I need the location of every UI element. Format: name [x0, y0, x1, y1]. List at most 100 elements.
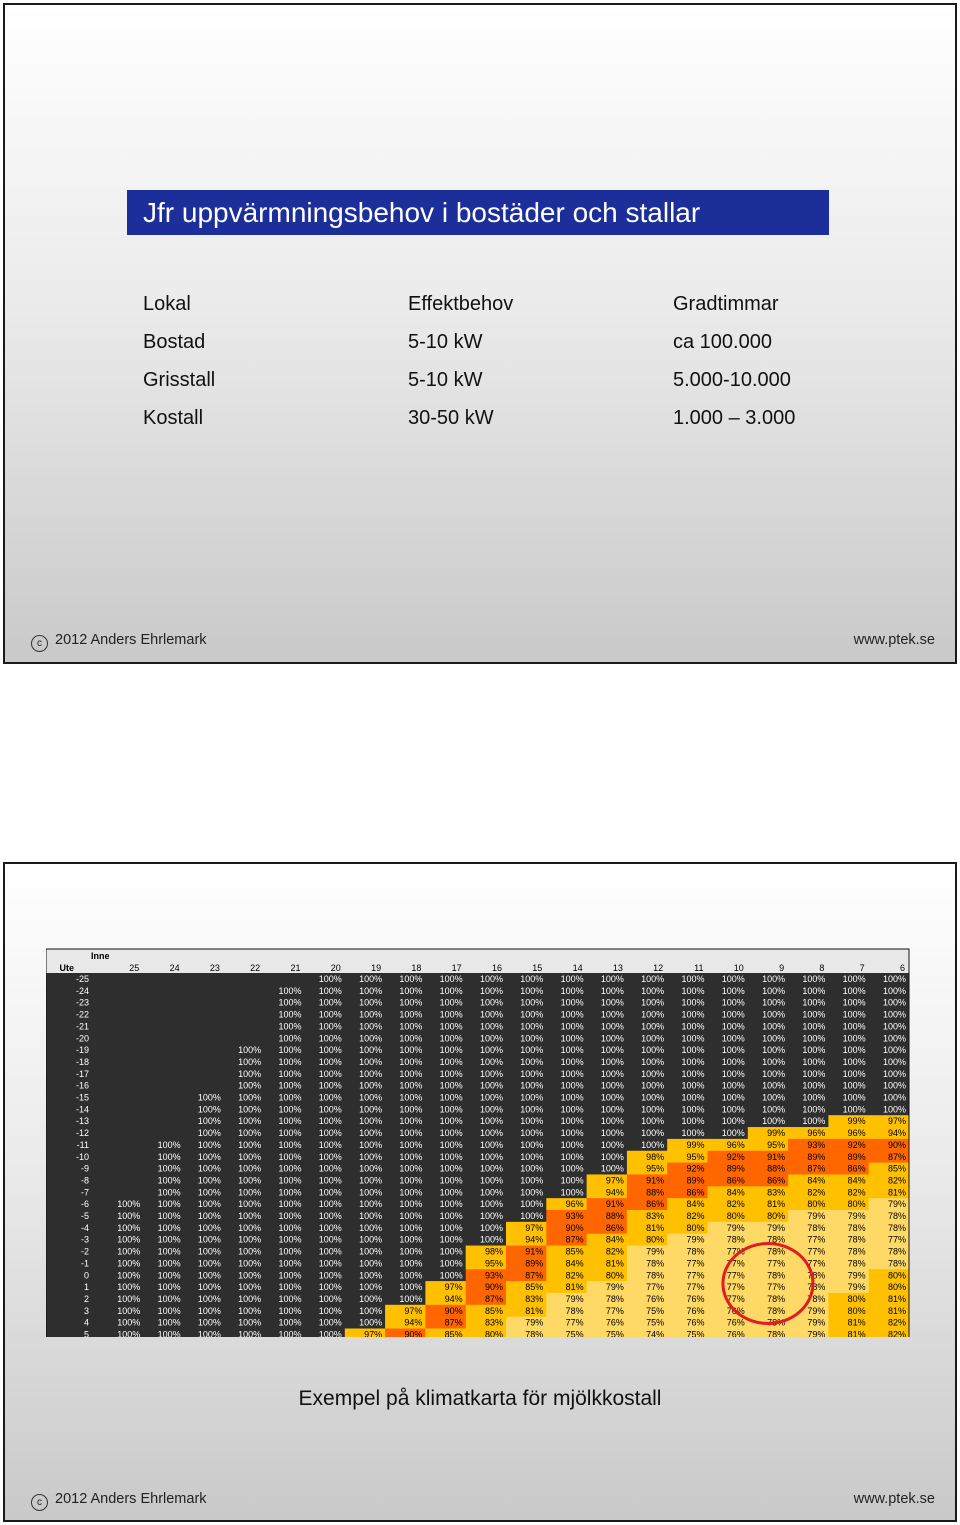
heat-cell: [385, 1328, 426, 1337]
cell-value: 100%: [359, 998, 382, 1008]
heat-cell: [425, 1210, 467, 1223]
cell-value: 99%: [686, 1140, 704, 1150]
cell-value: 100%: [278, 1330, 301, 1338]
cell-value: 100%: [843, 1033, 866, 1043]
cell-value: 79%: [566, 1294, 584, 1304]
heat-cell: [626, 1055, 668, 1069]
cell-value: 100%: [561, 1128, 584, 1138]
cell-value: 100%: [238, 1235, 261, 1245]
heat-cell: [667, 1091, 708, 1104]
cell-value: 100%: [480, 1069, 503, 1079]
heat-cell: [143, 1304, 184, 1318]
cell-value: 89%: [727, 1164, 745, 1174]
cell-value: 100%: [762, 1021, 785, 1031]
heat-cell: [828, 1008, 870, 1021]
heat-cell: [304, 1174, 346, 1187]
cell-value: 100%: [520, 1069, 543, 1079]
cell-value: 100%: [440, 1093, 463, 1103]
heat-cell: [788, 1103, 829, 1116]
heat-cell: [546, 1210, 587, 1223]
cell-value: 81%: [525, 1306, 543, 1316]
heat-cell: [344, 1186, 386, 1199]
cell-value: 100%: [883, 1081, 906, 1091]
cell-value: 100%: [278, 1175, 301, 1185]
x-tick-label: 19: [371, 963, 381, 973]
y-tick-label: -5: [81, 1211, 89, 1221]
cell-value: 100%: [883, 1021, 906, 1031]
heat-cell: [344, 1233, 386, 1246]
cell-value: 100%: [520, 1187, 543, 1197]
cell-value: 74%: [646, 1330, 664, 1338]
heat-cell: [506, 996, 547, 1009]
heat-cell: [506, 1127, 547, 1140]
heat-cell: [344, 1328, 386, 1337]
cell-value: 100%: [722, 998, 745, 1008]
heat-cell: [747, 1245, 789, 1258]
heat-cell: [143, 1257, 184, 1270]
cell-value: 100%: [883, 1010, 906, 1020]
y-tick-label: -12: [76, 1128, 89, 1138]
heat-cell: [223, 1233, 265, 1246]
heat-cell: [143, 1210, 184, 1223]
cell-value: 100%: [561, 974, 584, 984]
heat-cell: [506, 1162, 547, 1175]
heat-cell: [223, 1186, 265, 1199]
cell-value: 100%: [278, 1104, 301, 1114]
heat-cell: [425, 1233, 467, 1246]
footer-author: 2012 Anders Ehrlemark: [55, 1491, 207, 1507]
heat-cell: [143, 1079, 184, 1092]
heat-cell: [344, 1162, 386, 1175]
heat-cell: [586, 1281, 628, 1294]
heat-cell: [747, 1328, 789, 1337]
heat-cell: [304, 1257, 346, 1270]
heat-cell: [546, 1103, 587, 1116]
cell-value: 100%: [359, 1033, 382, 1043]
y-tick-label: -8: [81, 1175, 89, 1185]
heat-cell: [304, 984, 346, 998]
cell-value: 77%: [727, 1258, 745, 1268]
cell-value: 81%: [646, 1223, 664, 1233]
cell-value: 100%: [762, 986, 785, 996]
footer-url[interactable]: www.ptek.se: [853, 1491, 935, 1507]
heat-cell: [385, 1067, 426, 1081]
cell-value: 100%: [440, 1021, 463, 1031]
cell-value: 100%: [319, 1187, 342, 1197]
cell-value: 100%: [843, 1021, 866, 1031]
heat-cell: [183, 1127, 225, 1140]
cell-value: 100%: [561, 1164, 584, 1174]
heat-cell: [344, 1221, 386, 1235]
cell-lokal: Lokal: [143, 293, 191, 315]
cell-value: 100%: [440, 1069, 463, 1079]
cell-value: 100%: [117, 1270, 140, 1280]
cell-value: 90%: [566, 1223, 584, 1233]
heat-cell: [465, 996, 507, 1009]
heat-cell: [264, 1281, 305, 1294]
cell-value: 100%: [319, 1128, 342, 1138]
heat-cell: [304, 1292, 346, 1306]
heat-cell: [264, 1032, 305, 1045]
heat-cell: [344, 1150, 386, 1163]
heat-cell: [828, 1198, 870, 1211]
heat-cell: [103, 1032, 144, 1045]
cell-value: 100%: [681, 986, 704, 996]
heat-cell: [385, 1032, 426, 1045]
heat-cell: [425, 1198, 467, 1211]
heat-cell: [264, 1127, 305, 1140]
cell-value: 100%: [883, 1033, 906, 1043]
footer-url[interactable]: www.ptek.se: [853, 632, 935, 648]
cell-value: 100%: [399, 1223, 422, 1233]
heat-cell: [707, 1186, 749, 1199]
cell-value: 100%: [399, 1175, 422, 1185]
cell-value: 100%: [359, 1093, 382, 1103]
cell-value: 100%: [883, 1069, 906, 1079]
y-tick-label: 4: [84, 1318, 89, 1328]
cell-value: 100%: [238, 1116, 261, 1126]
cell-value: 91%: [646, 1175, 664, 1185]
heat-cell: [143, 1091, 184, 1104]
heat-cell: [223, 1257, 265, 1270]
cell-value: 100%: [278, 1199, 301, 1209]
cell-value: 100%: [641, 974, 664, 984]
cell-value: 100%: [359, 1010, 382, 1020]
cell-value: 100%: [278, 1211, 301, 1221]
cell-value: 100%: [480, 1223, 503, 1233]
